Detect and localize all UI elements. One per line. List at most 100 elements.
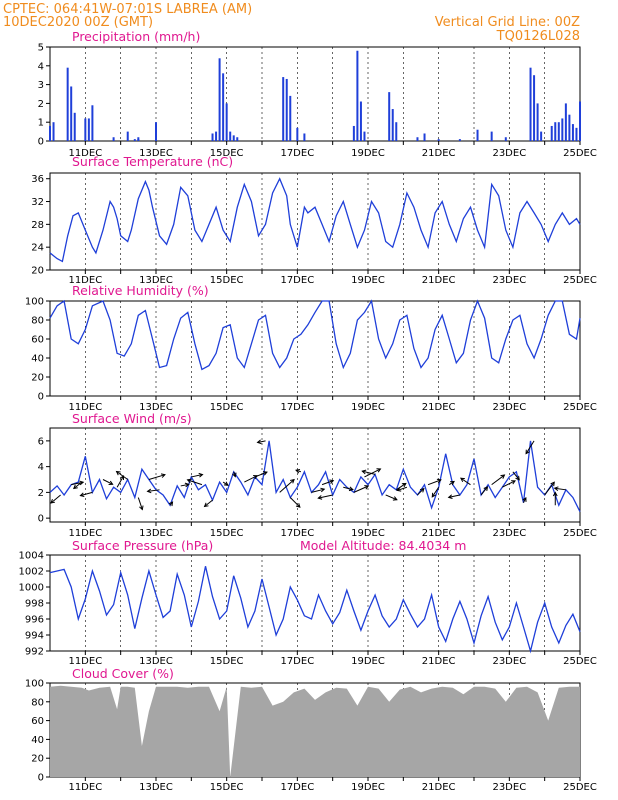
precip-bar [289,95,292,141]
wind-vector [448,480,455,486]
wind-arrowhead [511,480,516,485]
panel-title: Surface Pressure (hPa) [72,538,213,553]
x-tick-label: 19DEC [351,528,385,539]
wind-arrowhead [50,499,56,504]
x-tick-label: 11DEC [68,402,102,413]
wind-arrowhead [550,481,555,487]
y-tick-label: 20 [31,373,44,384]
precip-bar [561,118,564,141]
wind-arrowhead [290,478,295,484]
wind-arrowhead [79,480,85,486]
wind-arrowhead [184,482,190,488]
wind-vector [480,486,489,496]
wind-vector [491,474,506,486]
precip-bar [356,50,359,142]
wind-arrowhead [483,486,489,491]
y-tick-label: 60 [31,335,44,346]
header-location: CPTEC: 064:41W-07:01S LABREA (AM) [3,2,252,17]
wind-vector [222,481,229,486]
x-tick-label: 23DEC [492,782,526,793]
wind-shaft [187,479,203,486]
wind-shaft [116,475,124,488]
precip-bar [66,67,69,141]
y-tick-label: 20 [31,266,44,277]
wind-shaft [554,487,566,491]
y-tick-label: 0 [38,392,44,403]
x-tick-label: 13DEC [139,402,173,413]
header-datetime: 10DEC2020 00Z (GMT) [3,15,153,30]
x-tick-label: 23DEC [492,275,526,286]
precip-bar [352,125,355,141]
y-tick-label: 28 [31,220,44,231]
precip-bar [218,58,221,141]
wind-vector [317,494,333,500]
x-tick-label: 17DEC [280,528,314,539]
x-tick-label: 23DEC [492,148,526,159]
wind-shaft [147,489,160,492]
wind-shaft [431,486,440,498]
wind-arrowhead [108,480,114,485]
wind-arrowhead [198,472,204,478]
y-tick-label: 1 [38,118,44,129]
wind-arrowhead [364,485,370,490]
wind-arrowhead [317,495,323,500]
wind-arrowhead [515,475,520,481]
x-tick-label: 13DEC [139,528,173,539]
panel-title: Surface Wind (m/s) [72,411,192,426]
wind-vector [447,494,460,499]
wind-shaft [80,491,93,497]
wind-shaft [204,499,213,507]
precip-bar [363,131,366,141]
wind-arrowhead [552,491,558,497]
precip-bar [529,67,532,141]
x-tick-label: 21DEC [422,402,456,413]
precip-bar [222,73,225,141]
panel-title: Cloud Cover (%) [72,666,174,681]
x-tick-label: 11DEC [68,275,102,286]
y-tick-label: 2 [38,488,44,499]
wind-arrowhead [376,468,382,473]
wind-vector [502,480,516,488]
y-tick-label: 60 [31,716,44,727]
wind-arrowhead [139,505,144,511]
y-tick-label: 1002 [19,567,44,578]
precip-bar [229,131,232,141]
header-model-code: TQ0126L028 [496,29,580,44]
wind-arrowhead [72,484,78,490]
precip-bar [137,139,140,141]
wind-shaft [148,474,166,480]
precip-bar [490,131,493,141]
precip-bar [215,131,218,141]
precip-bar [550,125,553,141]
panel-pressure: 992 994 996 998 1000 1002 1004 11DEC 13DEC 15DEC 1… [19,538,597,667]
precip-bar [533,75,536,141]
precip-bar [568,114,571,141]
precip-bar [282,77,285,141]
precip-bar [155,122,157,141]
wind-vector [364,468,382,478]
wind-vector [553,486,566,492]
x-tick-label: 15DEC [210,148,244,159]
y-tick-label: 100 [25,679,44,690]
panel-subtitle: Model Altitude: 84.4034 m [300,538,466,553]
wind-shaft [311,488,325,493]
wind-arrowhead [295,468,301,474]
wind-shaft [318,494,333,499]
y-tick-label: 36 [31,174,44,185]
wind-vector [361,469,376,475]
wind-arrowhead [459,477,465,483]
wind-shaft [397,486,408,491]
wind-arrowhead [396,487,402,492]
precip-bar [49,125,51,141]
wind-shaft [180,483,189,487]
wind-vector [203,499,213,508]
wind-vector [148,473,166,480]
wind-vector [72,481,83,490]
wind-shaft [512,471,520,481]
precip-bar [554,122,557,141]
series-line [49,299,581,371]
precip-bar [416,137,419,141]
precip-bar [359,101,362,141]
x-tick-label: 17DEC [280,782,314,793]
precip-bar [557,122,560,141]
